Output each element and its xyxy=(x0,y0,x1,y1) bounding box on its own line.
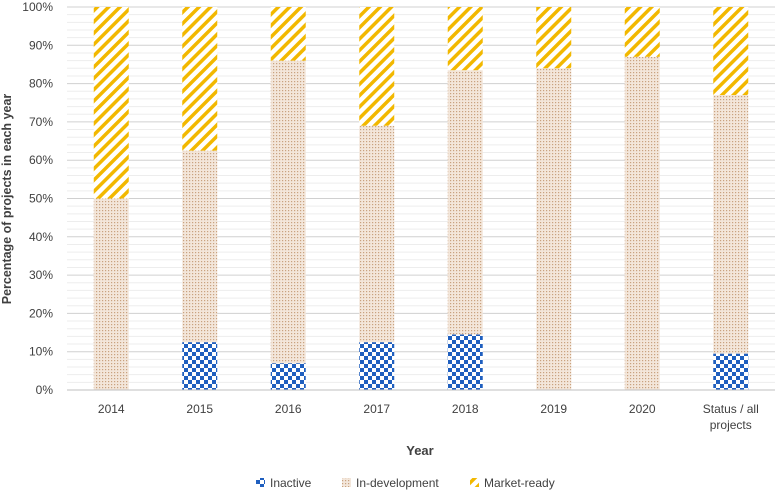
y-tick-label: 40% xyxy=(29,230,53,244)
bars xyxy=(93,7,749,390)
y-axis-title: Percentage of projects in each year xyxy=(0,94,14,305)
x-tick-label: 2017 xyxy=(363,402,390,416)
bar-segment-inactive xyxy=(447,334,483,390)
x-tick-label: 2016 xyxy=(275,402,302,416)
legend-swatch xyxy=(256,478,265,487)
bar-segment-in-development xyxy=(624,56,660,390)
y-tick-label: 90% xyxy=(29,38,53,52)
bar-segment-inactive xyxy=(182,342,218,390)
bar-segment-in-development xyxy=(447,70,483,335)
x-tick-label-line: 2016 xyxy=(275,402,302,416)
bar-segment-market-ready xyxy=(624,7,660,57)
bar-segment-market-ready xyxy=(536,7,572,69)
bar-segment-market-ready xyxy=(359,7,395,126)
x-tick-label: 2018 xyxy=(452,402,479,416)
legend-label: Market-ready xyxy=(484,476,555,490)
x-tick-label: Status / all projects xyxy=(703,402,759,432)
bar-segment-inactive xyxy=(270,363,306,390)
axes: 0% 10% 20% 30% 40% 50% 60% 70% 80% 90% 100% 2014 201… xyxy=(22,0,775,432)
legend-label: In-development xyxy=(356,476,439,490)
x-tick-label-line: 2020 xyxy=(629,402,656,416)
bar-segment-in-development xyxy=(713,95,749,354)
x-tick-label: 2014 xyxy=(98,402,125,416)
bar-segment-market-ready xyxy=(447,7,483,71)
y-tick-label: 30% xyxy=(29,268,53,282)
x-tick-label: 2020 xyxy=(629,402,656,416)
y-tick-label: 50% xyxy=(29,192,53,206)
y-tick-label: 10% xyxy=(29,345,53,359)
bar-segment-in-development xyxy=(359,125,395,343)
legend-swatch xyxy=(342,478,351,487)
x-axis-title: Year xyxy=(406,443,433,458)
bar-segment-market-ready xyxy=(182,7,218,151)
y-tick-label: 70% xyxy=(29,115,53,129)
bar-segment-in-development xyxy=(182,150,218,343)
bar-segment-market-ready xyxy=(270,7,306,61)
x-tick-label: 2015 xyxy=(186,402,213,416)
x-tick-label-line: 2014 xyxy=(98,402,125,416)
y-tick-label: 80% xyxy=(29,77,53,91)
x-tick-label-line: 2018 xyxy=(452,402,479,416)
x-tick-label-line: 2015 xyxy=(186,402,213,416)
legend: Inactive In-development Market-ready xyxy=(256,476,555,490)
legend-label: Inactive xyxy=(270,476,312,490)
x-tick-label: 2019 xyxy=(540,402,567,416)
y-tick-label: 60% xyxy=(29,153,53,167)
bar-segment-inactive xyxy=(359,342,395,390)
bar-segment-market-ready xyxy=(713,7,749,96)
x-tick-label-line: Status / all xyxy=(703,402,759,416)
x-tick-label-line: projects xyxy=(710,418,752,432)
legend-swatch xyxy=(470,478,479,487)
y-tick-label: 0% xyxy=(36,383,54,397)
bar-segment-inactive xyxy=(713,353,749,390)
gridlines xyxy=(67,6,775,391)
x-tick-label-line: 2019 xyxy=(540,402,567,416)
bar-segment-in-development xyxy=(536,68,572,390)
x-tick-label-line: 2017 xyxy=(363,402,390,416)
bar-segment-in-development xyxy=(270,60,306,364)
y-tick-label: 100% xyxy=(22,0,53,14)
bar-segment-in-development xyxy=(93,198,129,390)
bar-segment-market-ready xyxy=(93,7,129,199)
y-tick-label: 20% xyxy=(29,306,53,320)
